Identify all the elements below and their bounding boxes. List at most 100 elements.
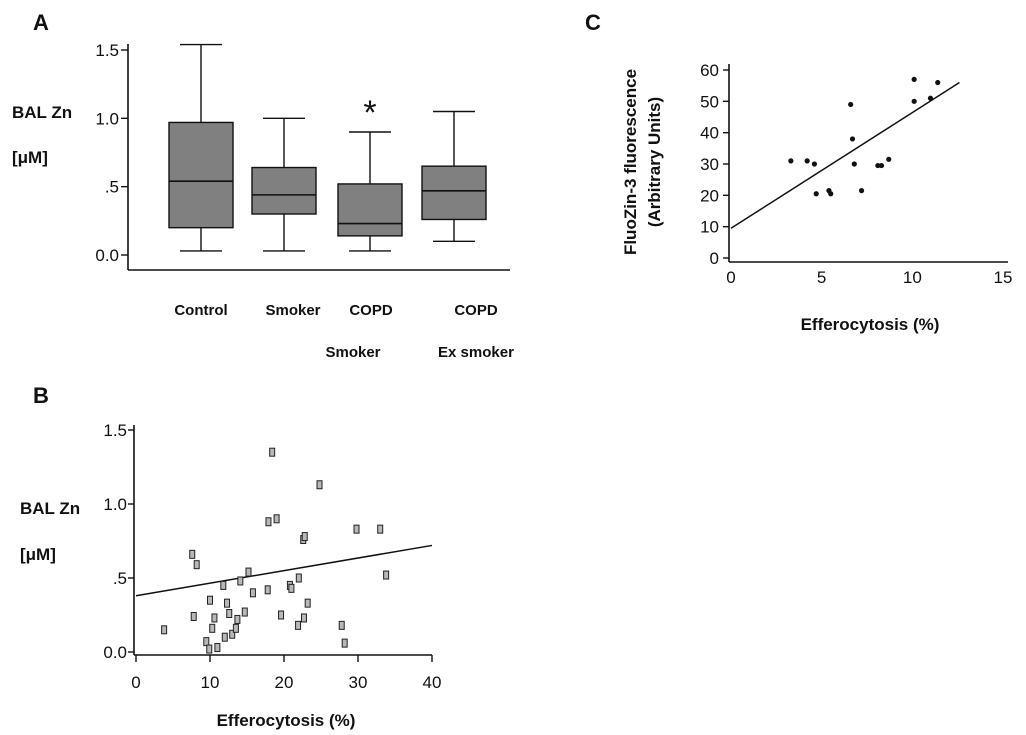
panel-a-ytick-label: 1.5 xyxy=(95,41,119,60)
scatter-point xyxy=(190,611,197,621)
scatter-point xyxy=(851,161,857,167)
scatter-point xyxy=(377,524,384,534)
scatter-point xyxy=(249,588,256,598)
scatter-point xyxy=(804,158,810,164)
box-iqr xyxy=(251,166,317,215)
panel-a-ytick-label: 0.0 xyxy=(95,246,119,265)
panel-b-ytick-label: 0.0 xyxy=(103,643,127,662)
scatter-point xyxy=(245,567,252,577)
scatter-point xyxy=(269,447,276,457)
panel-c-ytick-label: 40 xyxy=(700,124,719,143)
panel-b-ytick-label: 1.5 xyxy=(103,421,127,440)
panel-b-ylabel-line2: [μM] xyxy=(20,545,56,564)
panel-c-ytick-label: 30 xyxy=(700,155,719,174)
category-label-line2: Ex smoker xyxy=(438,344,514,361)
scatter-point xyxy=(278,610,285,620)
panel-b-xtick-label: 10 xyxy=(201,673,220,692)
panel-b-points xyxy=(161,447,390,654)
scatter-point xyxy=(224,598,231,608)
scatter-point xyxy=(220,580,227,590)
scatter-point xyxy=(383,570,390,580)
scatter-point xyxy=(927,95,934,101)
scatter-point xyxy=(911,98,917,104)
panel-a-ylabel-line1: BAL Zn xyxy=(12,103,72,122)
scatter-point xyxy=(232,623,239,633)
panel-b-xtick-label: 40 xyxy=(423,673,442,692)
panel-a-boxes xyxy=(168,43,487,252)
scatter-point xyxy=(203,637,210,647)
scatter-point xyxy=(935,79,941,86)
significance-star: * xyxy=(363,94,376,132)
scatter-point xyxy=(300,613,307,623)
panel-letter-c: C xyxy=(585,10,601,35)
scatter-point xyxy=(849,136,856,142)
scatter-point xyxy=(206,644,213,654)
scatter-point xyxy=(189,549,196,559)
panel-b-xtick-label: 0 xyxy=(131,673,140,692)
panel-c-ytick-label: 50 xyxy=(700,92,719,111)
panel-c: FluoZin-3 fluorescence (Arbitrary Units)… xyxy=(621,61,1012,334)
panel-letter-a: A xyxy=(33,10,49,35)
scatter-point xyxy=(207,595,213,605)
panel-c-trendline xyxy=(730,81,960,229)
scatter-point xyxy=(886,156,892,162)
panel-c-xtick-label: 5 xyxy=(817,268,826,287)
scatter-point xyxy=(295,620,302,630)
scatter-point xyxy=(288,583,295,593)
scatter-point xyxy=(858,188,865,194)
panel-c-ytick-label: 10 xyxy=(700,218,719,237)
scatter-point xyxy=(193,560,200,570)
scatter-point xyxy=(848,101,854,108)
scatter-point xyxy=(237,576,244,586)
scatter-point xyxy=(221,632,228,642)
panel-c-ticks: 0 10 20 30 40 50 60 0 5 10 15 xyxy=(700,61,1012,287)
panel-a-category-labels: Control Smoker COPD Smoker COPD Ex smoker xyxy=(174,302,514,361)
scatter-point xyxy=(353,524,360,534)
panel-c-ylabel-line2: (Arbitrary Units) xyxy=(645,97,664,227)
panel-b-xtick-label: 20 xyxy=(275,673,294,692)
scatter-point xyxy=(209,623,216,633)
panel-c-ytick-label: 20 xyxy=(700,186,719,205)
panel-c-xtick-label: 0 xyxy=(726,268,735,287)
scatter-point xyxy=(241,607,248,617)
panel-letter-b: B xyxy=(33,383,49,408)
panel-b-xtick-label: 30 xyxy=(349,673,368,692)
box-iqr xyxy=(168,121,234,229)
panel-a-ylabel-line2: [μM] xyxy=(12,148,48,167)
scatter-point xyxy=(828,191,834,197)
scatter-point xyxy=(316,480,323,490)
scatter-point xyxy=(211,613,218,623)
scatter-point xyxy=(265,517,272,527)
panel-b-ytick-label: .5 xyxy=(113,569,127,588)
category-label-line1: COPD xyxy=(454,302,498,319)
panel-a: BAL Zn [μM] 0.0 .5 1.0 1.5 Control Smoker COP… xyxy=(12,41,514,361)
panel-a-ytick-label: 1.0 xyxy=(95,109,119,128)
scatter-point xyxy=(878,162,885,169)
box-iqr xyxy=(421,165,487,221)
panel-c-points xyxy=(788,76,941,197)
panel-c-ytick-label: 0 xyxy=(710,249,719,268)
panel-c-xlabel: Efferocytosis (%) xyxy=(801,315,940,334)
box-iqr xyxy=(337,183,403,237)
panel-b: BAL Zn [μM] 0.0 .5 1.0 1.5 0 10 20 30 40 Efferoc… xyxy=(20,421,441,730)
scatter-point xyxy=(264,585,271,595)
scatter-point xyxy=(341,638,348,648)
panel-c-xtick-label: 15 xyxy=(994,268,1013,287)
scatter-point xyxy=(214,643,221,653)
scatter-point xyxy=(813,191,819,197)
category-label-line1: COPD xyxy=(349,302,393,319)
panel-b-ytick-label: 1.0 xyxy=(103,495,127,514)
scatter-point xyxy=(161,625,168,635)
panel-a-ytick-label: .5 xyxy=(105,178,119,197)
panel-c-xtick-label: 10 xyxy=(903,268,922,287)
panel-b-ticks: 0.0 .5 1.0 1.5 0 10 20 30 40 xyxy=(103,421,441,692)
panel-c-ylabel-line1: FluoZin-3 fluorescence xyxy=(621,69,640,255)
scatter-point xyxy=(301,532,308,542)
scatter-point xyxy=(875,162,881,169)
panel-b-xlabel: Efferocytosis (%) xyxy=(217,711,356,730)
panel-b-trendline xyxy=(135,544,433,597)
panel-a-y-ticks: 0.0 .5 1.0 1.5 xyxy=(95,41,128,265)
scatter-point xyxy=(229,629,236,639)
scatter-point xyxy=(234,614,241,624)
